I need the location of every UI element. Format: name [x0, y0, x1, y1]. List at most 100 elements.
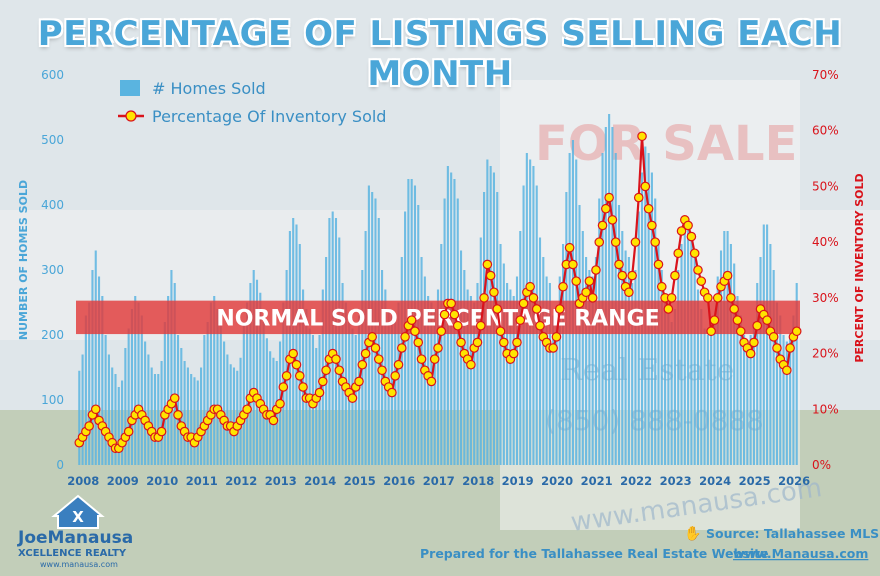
homes-sold-bar	[252, 270, 255, 465]
percent-point	[429, 354, 440, 364]
left-tick-label: 500	[41, 133, 64, 147]
homes-sold-bar	[542, 257, 545, 465]
x-tick-label: 2017	[423, 474, 455, 488]
percent-point	[485, 270, 496, 281]
percent-point	[275, 398, 285, 409]
homes-sold-bar	[203, 335, 206, 465]
percent-point	[354, 376, 364, 387]
homes-sold-bar	[548, 283, 551, 465]
percent-point	[489, 287, 499, 298]
homes-sold-bar	[759, 257, 762, 465]
homes-sold-bar	[111, 367, 114, 465]
percent-point	[479, 293, 489, 303]
percent-point	[712, 293, 723, 303]
percent-point	[416, 354, 427, 364]
homes-sold-bar	[637, 211, 640, 465]
homes-sold-bar	[186, 367, 189, 465]
percent-point	[564, 242, 575, 253]
homes-sold-bar	[558, 276, 561, 465]
homes-sold-bar	[680, 244, 683, 465]
homes-sold-bar	[693, 257, 696, 465]
homes-sold-bar	[519, 231, 522, 465]
homes-sold-bar	[624, 250, 627, 465]
percent-point	[367, 332, 377, 342]
homes-sold-bar	[578, 205, 581, 465]
homes-sold-bar	[502, 263, 505, 465]
homes-sold-bar	[703, 328, 706, 465]
homes-sold-bar	[775, 302, 779, 465]
percent-point	[393, 359, 404, 370]
homes-sold-bar	[795, 283, 798, 465]
homes-sold-bar	[150, 367, 153, 465]
percent-point	[663, 304, 674, 314]
x-tick-label: 2019	[502, 474, 534, 488]
homes-sold-bar	[144, 341, 147, 465]
x-tick-label: 2021	[581, 474, 613, 488]
percent-point	[785, 343, 795, 353]
right-axis-ticks: 0% 10% 20% 30% 40% 50% 60% 70%	[812, 68, 839, 472]
percent-point	[745, 348, 756, 359]
percent-point	[689, 248, 700, 259]
left-axis-label: NUMBER OF HOMES SOLD	[17, 180, 30, 340]
homes-sold-bar	[265, 338, 268, 465]
homes-sold-bar	[269, 351, 272, 465]
homes-sold-bar	[140, 315, 143, 465]
percent-point	[508, 348, 519, 359]
percent-point	[722, 270, 733, 281]
percent-point	[607, 215, 618, 225]
homes-sold-bar	[766, 224, 769, 465]
percent-point	[762, 315, 772, 325]
website-link[interactable]: www.Manausa.com	[733, 546, 868, 561]
percent-point	[581, 287, 591, 298]
left-tick-label: 300	[41, 263, 64, 277]
legend-homes-sold-label: # Homes Sold	[152, 79, 266, 98]
homes-sold-bar	[209, 302, 212, 465]
homes-sold-bar	[506, 283, 509, 465]
percent-point	[732, 315, 743, 325]
percent-point	[653, 259, 664, 270]
percent-point	[84, 421, 94, 431]
x-tick-label: 2022	[620, 474, 652, 488]
x-tick-label: 2010	[146, 474, 178, 488]
homes-sold-bars	[78, 114, 798, 465]
homes-sold-bar	[552, 315, 555, 465]
homes-sold-bar	[752, 322, 755, 465]
homes-sold-bar	[634, 270, 637, 465]
homes-sold-bar	[736, 296, 739, 465]
percent-point	[268, 415, 279, 426]
percent-point	[426, 376, 437, 387]
percent-point	[703, 293, 713, 303]
x-tick-label: 2016	[383, 474, 415, 488]
homes-sold-bar	[604, 127, 607, 465]
percent-point	[373, 354, 384, 364]
homes-sold-bar	[469, 296, 472, 465]
percent-point	[693, 265, 703, 275]
percent-point	[624, 287, 634, 298]
x-tick-label: 2015	[344, 474, 376, 488]
joe-manausa-logo: X JoeManausa XCELLENCE REALTY www.manaus…	[17, 494, 133, 569]
homes-sold-bar	[617, 205, 621, 465]
homes-sold-bar	[298, 244, 301, 465]
homes-sold-bar	[463, 270, 466, 465]
homes-sold-bar	[723, 231, 726, 465]
percent-point	[90, 404, 101, 415]
homes-sold-bar	[81, 354, 84, 465]
logo-url: www.manausa.com	[40, 560, 118, 569]
homes-sold-bar	[433, 309, 436, 465]
legend: # Homes Sold Percentage Of Inventory Sold	[118, 79, 386, 126]
homes-sold-bar	[190, 374, 193, 465]
percent-point	[601, 203, 611, 214]
percent-point	[637, 131, 647, 142]
percent-point	[396, 343, 407, 353]
percent-point	[499, 337, 509, 348]
homes-sold-bar	[232, 367, 236, 465]
homes-sold-bar	[473, 302, 476, 465]
homes-sold-bar	[117, 387, 120, 465]
percent-point	[673, 248, 684, 259]
homes-sold-bar	[769, 244, 772, 465]
homes-sold-bar	[545, 276, 548, 465]
homes-sold-bar	[515, 276, 519, 465]
percent-point	[528, 293, 539, 303]
right-tick-label: 20%	[812, 347, 839, 361]
x-tick-label: 2013	[265, 474, 297, 488]
